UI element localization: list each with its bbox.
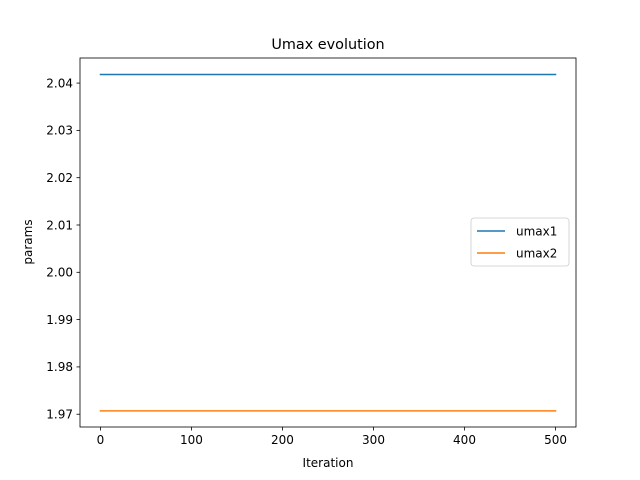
legend-box [470, 217, 570, 267]
y-tick-label: 2.01 [46, 218, 73, 232]
chart-title: Umax evolution [271, 37, 384, 53]
x-tick-label: 200 [271, 433, 294, 447]
y-tick-label: 2.03 [46, 124, 73, 138]
legend: umax1 umax2 [470, 217, 570, 267]
y-tick-label: 1.98 [46, 360, 73, 374]
x-axis-ticks: 0 100 200 300 400 500 [97, 427, 567, 447]
y-tick-label: 1.97 [46, 408, 73, 422]
x-tick-label: 300 [362, 433, 385, 447]
y-tick-label: 2.04 [46, 76, 73, 90]
y-tick-label: 2.02 [46, 171, 73, 185]
y-axis-label: params [21, 219, 35, 264]
axes-frame [79, 57, 577, 428]
series-layer [99, 73, 557, 412]
x-axis-label: Iteration [303, 456, 354, 470]
legend-label-umax2: umax2 [516, 247, 557, 261]
x-tick-label: 100 [180, 433, 203, 447]
y-tick-label: 1.99 [46, 313, 73, 327]
x-tick-label: 0 [97, 433, 105, 447]
x-tick-label: 400 [453, 433, 476, 447]
y-axis-ticks: 1.97 1.98 1.99 2.00 2.01 2.02 2.03 2.04 [46, 76, 80, 422]
legend-label-umax1: umax1 [516, 225, 557, 239]
x-tick-label: 500 [544, 433, 567, 447]
y-tick-label: 2.00 [46, 266, 73, 280]
